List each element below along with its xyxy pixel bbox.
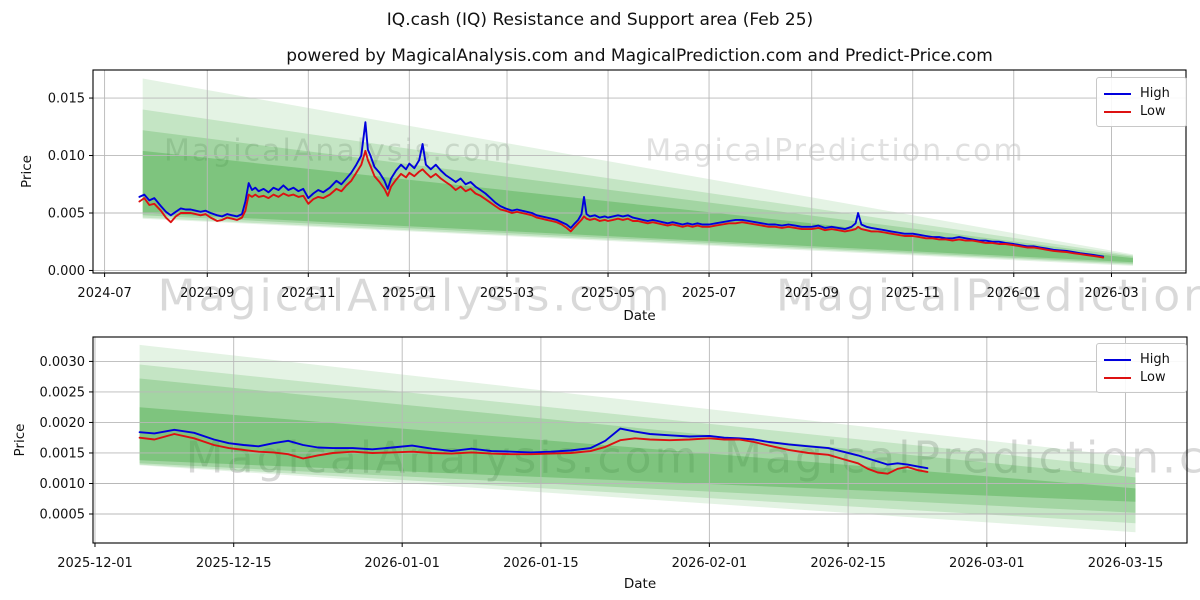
axes-frame bbox=[92, 336, 1188, 544]
x-tick-label: 2025-09 bbox=[785, 286, 839, 301]
y-tick-label: 0.0030 bbox=[40, 355, 86, 370]
x-tick-label: 2024-11 bbox=[281, 286, 335, 301]
chart-top: 2024-07 2024-09 2024-11 2025-01 2025-03 2025-… bbox=[19, 69, 1187, 324]
y-tick-label: 0.0015 bbox=[40, 446, 86, 461]
x-tick-label: 2026-03 bbox=[1084, 286, 1138, 301]
x-tick-label: 2026-01-15 bbox=[503, 556, 579, 571]
y-tick-label: 0.0005 bbox=[40, 508, 86, 523]
support-resistance-band bbox=[139, 407, 1136, 502]
high-line bbox=[138, 427, 929, 470]
x-tick-label: 2026-03-15 bbox=[1088, 556, 1164, 571]
high-line bbox=[138, 121, 1105, 258]
x-tick-label: 2025-12-01 bbox=[57, 556, 133, 571]
legend-label-high: High bbox=[1140, 352, 1170, 367]
x-tick-label: 2025-03 bbox=[480, 286, 534, 301]
y-tick-label: 0.0020 bbox=[40, 416, 86, 431]
x-tick-label: 2026-03-01 bbox=[949, 556, 1025, 571]
legend-top-chart: High Low bbox=[1096, 77, 1187, 127]
y-tick-label: 0.0010 bbox=[40, 477, 86, 492]
x-tick-label: 2024-09 bbox=[180, 286, 234, 301]
x-tick-label: 2025-05 bbox=[581, 286, 635, 301]
y-axis-label: Price bbox=[12, 424, 28, 457]
legend-item-high: High bbox=[1104, 351, 1181, 368]
support-resistance-band bbox=[142, 78, 1133, 266]
x-tick-label: 2024-07 bbox=[77, 286, 131, 301]
x-tick-label: 2026-02-01 bbox=[672, 556, 748, 571]
y-tick-label: 0.0025 bbox=[40, 385, 86, 400]
chart-bottom: 2025-12-01 2025-12-15 2026-01-01 2026-01-15… bbox=[12, 336, 1188, 592]
support-resistance-band bbox=[139, 378, 1136, 513]
high-line-sample-icon bbox=[1104, 92, 1131, 95]
y-tick-label: 0.000 bbox=[48, 264, 85, 279]
x-tick-label: 2026-01 bbox=[987, 286, 1041, 301]
x-tick-label: 2025-11 bbox=[886, 286, 940, 301]
x-tick-label: 2026-02-15 bbox=[810, 556, 886, 571]
page-title: IQ.cash (IQ) Resistance and Support area… bbox=[386, 10, 814, 30]
x-tick-label: 2025-01 bbox=[382, 286, 436, 301]
x-tick-label: 2025-07 bbox=[682, 286, 736, 301]
legend-bottom-chart: High Low bbox=[1096, 343, 1187, 393]
y-tick-label: 0.005 bbox=[48, 206, 85, 221]
page-subtitle: powered by MagicalAnalysis.com and Magic… bbox=[286, 46, 993, 66]
axes-frame bbox=[92, 69, 1187, 274]
low-line-sample-icon bbox=[1104, 376, 1131, 379]
legend-label-low: Low bbox=[1140, 370, 1166, 385]
low-line-sample-icon bbox=[1104, 110, 1131, 113]
legend-label-high: High bbox=[1140, 86, 1170, 101]
low-line bbox=[138, 149, 1105, 259]
x-axis-label: Date bbox=[624, 576, 656, 592]
y-tick-label: 0.010 bbox=[48, 149, 85, 164]
high-line-sample-icon bbox=[1104, 358, 1131, 361]
y-tick-label: 0.015 bbox=[48, 92, 85, 107]
legend-item-low: Low bbox=[1104, 369, 1181, 386]
x-tick-label: 2025-12-15 bbox=[196, 556, 272, 571]
support-resistance-band bbox=[142, 109, 1133, 265]
x-axis-label: Date bbox=[623, 308, 655, 324]
low-line bbox=[138, 433, 929, 475]
legend-item-low: Low bbox=[1104, 103, 1181, 120]
legend-label-low: Low bbox=[1140, 104, 1166, 119]
x-tick-label: 2026-01-01 bbox=[364, 556, 440, 571]
legend-item-high: High bbox=[1104, 85, 1181, 102]
y-axis-label: Price bbox=[19, 155, 35, 188]
